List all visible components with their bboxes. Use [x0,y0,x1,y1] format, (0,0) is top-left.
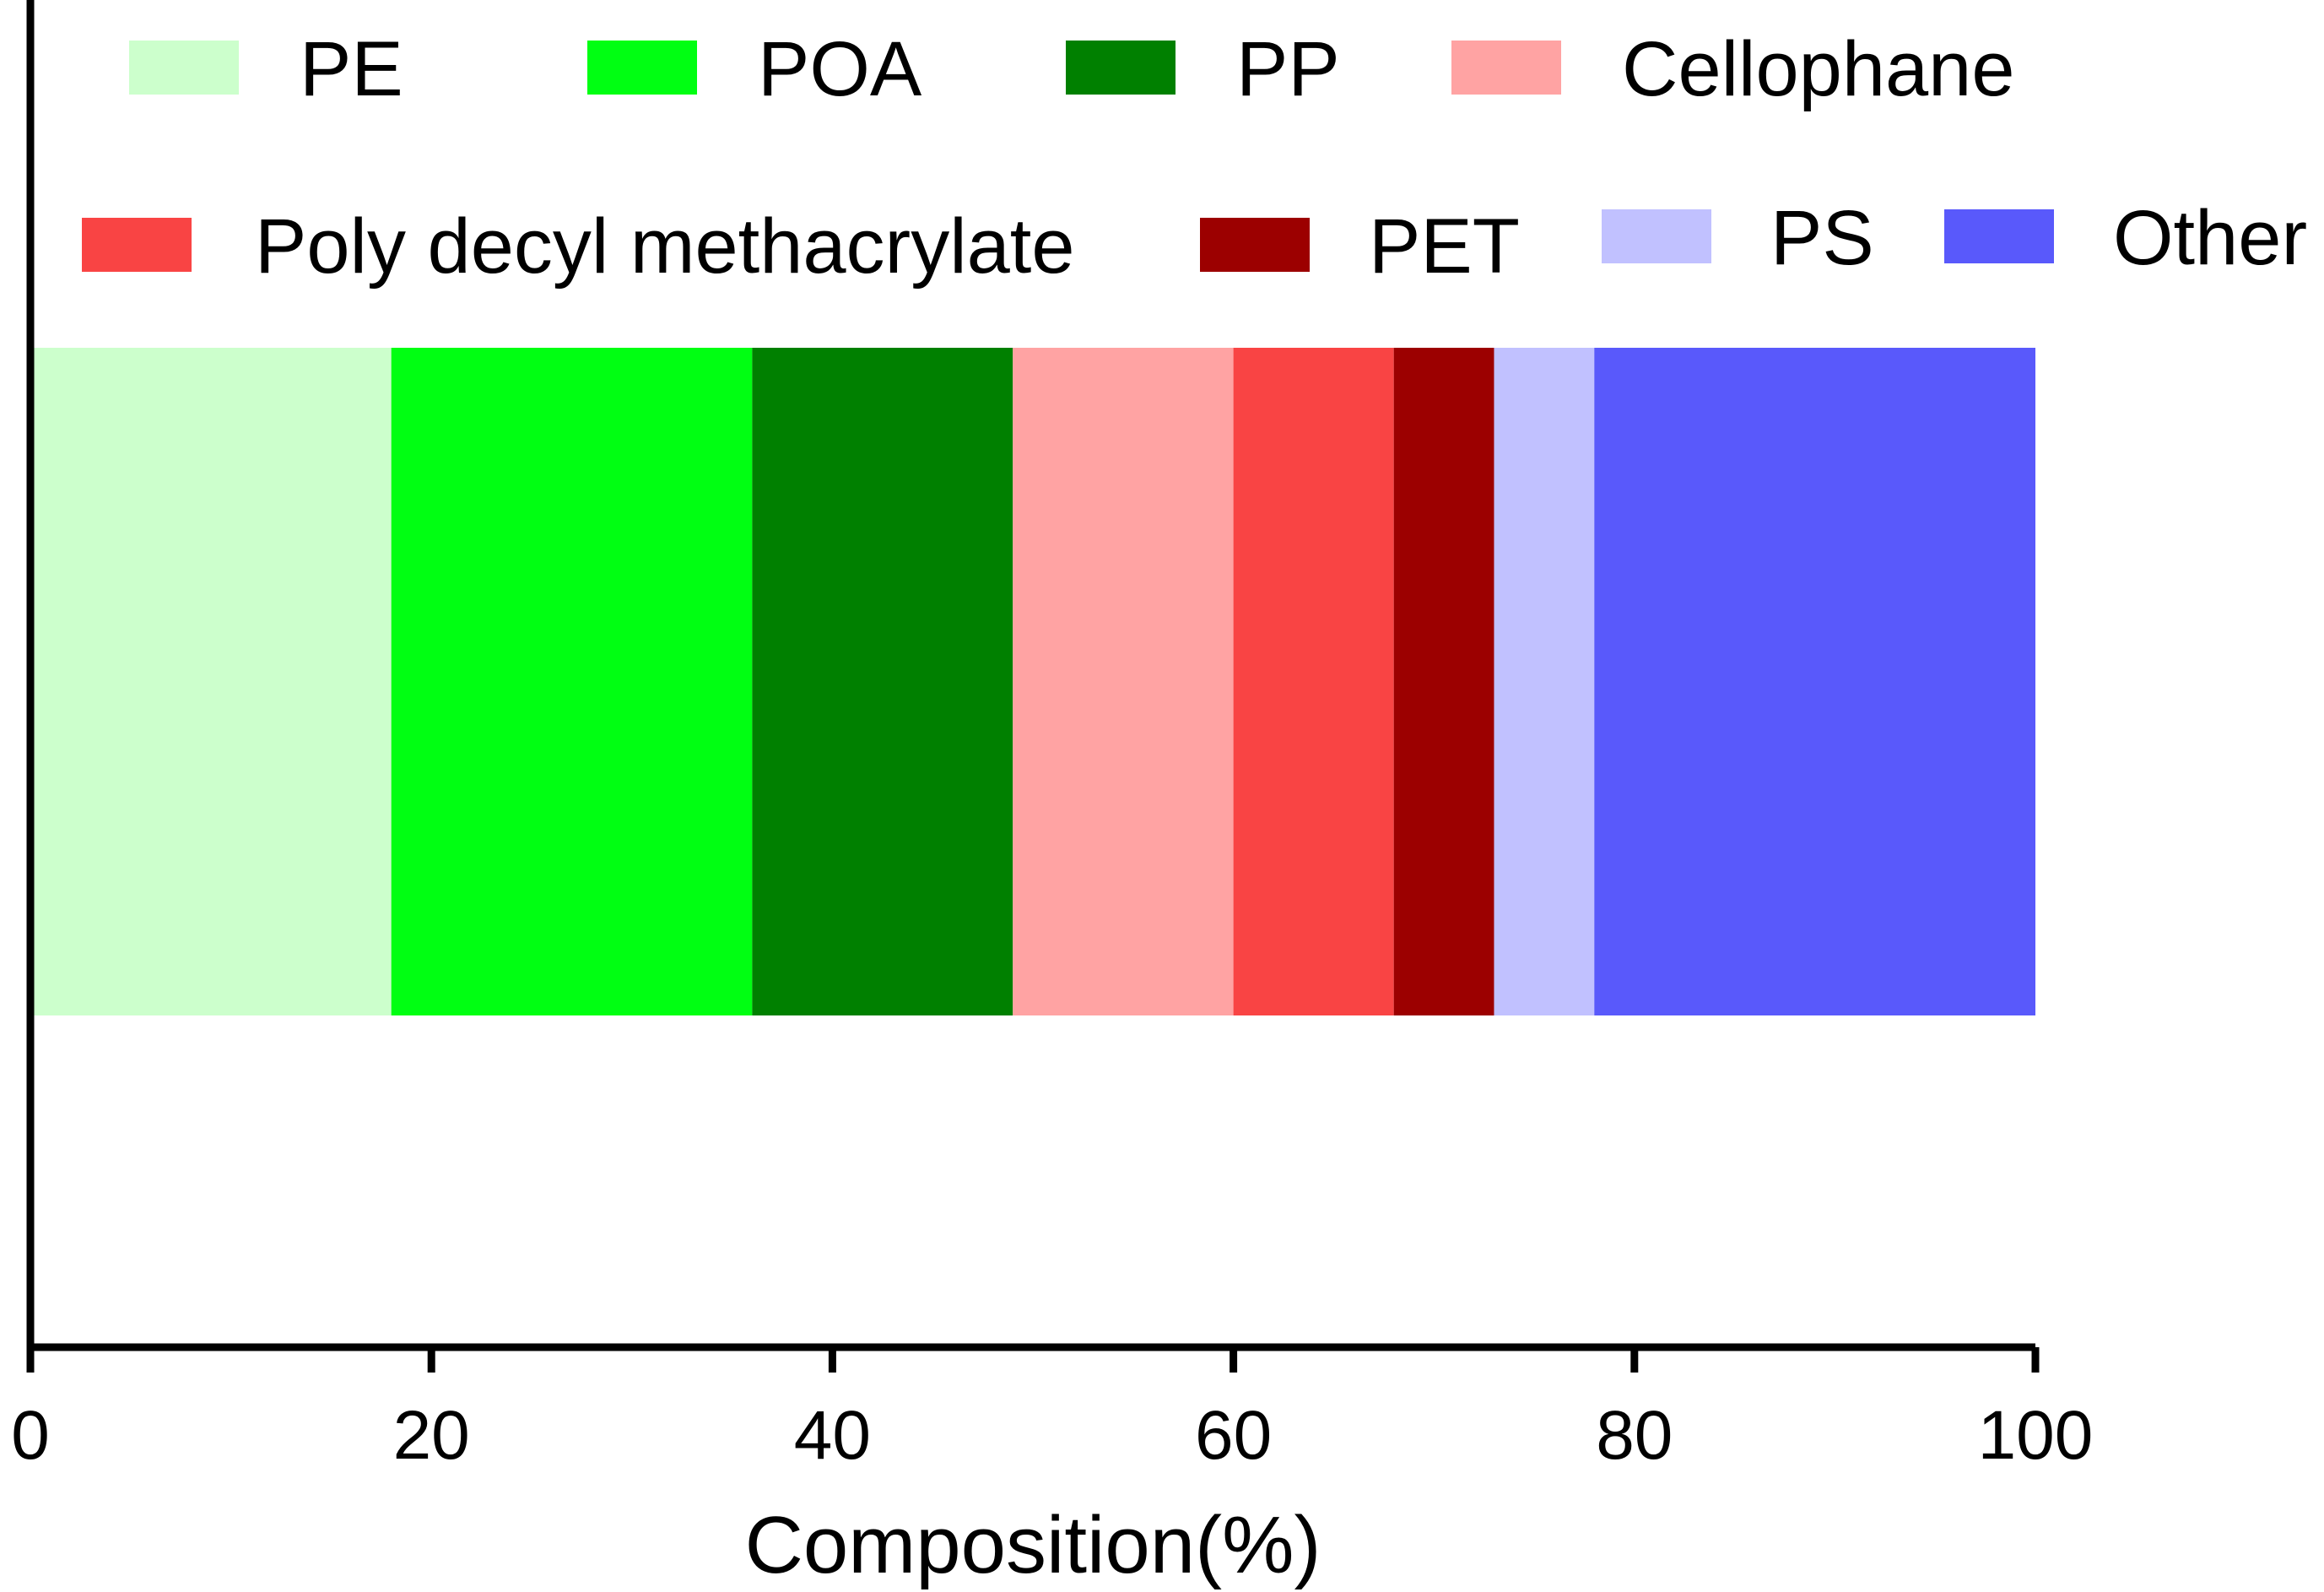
legend-item-pet: PET [1200,203,1520,290]
bar-segment-poa [391,348,753,1015]
legend-label-pp: PP [1236,26,1340,112]
bar-segment-poly-decyl-methacrylate [1233,348,1394,1015]
legend-item-pe: PE [129,26,403,112]
x-tick-label: 20 [393,1397,470,1474]
legend-label-ps: PS [1770,195,1874,281]
legend-swatch-poa [587,41,697,95]
legend-label-pet: PET [1369,203,1520,290]
legend-label-poly-decyl-methacrylate: Poly decyl methacrylate [255,203,1075,290]
bar-segment-other [1594,348,2035,1015]
legend-item-poa: POA [587,26,922,112]
legend-swatch-pp [1066,41,1176,95]
legend-item-cellophane: Cellophane [1451,26,2014,112]
bar-segment-pet [1393,348,1494,1015]
legend-label-pe: PE [300,26,403,112]
x-tick-label: 0 [11,1397,50,1474]
legend-item-ps: PS [1602,195,1874,281]
bar-segment-cellophane [1013,348,1234,1015]
legend-swatch-pe [129,41,239,95]
x-tick-label: 40 [794,1397,871,1474]
x-tick-label: 100 [1978,1397,2094,1474]
x-tick-label: 80 [1596,1397,1673,1474]
legend-item-poly-decyl-methacrylate: Poly decyl methacrylate [82,203,1075,290]
legend-item-pp: PP [1066,26,1340,112]
legend-swatch-poly-decyl-methacrylate [82,218,192,272]
x-tick-label: 60 [1195,1397,1272,1474]
bar-segment-ps [1494,348,1595,1015]
legend-label-other: Other [2113,195,2307,281]
bar-segment-pp [752,348,1013,1015]
bar-segment-pe [30,348,392,1015]
legend-swatch-ps [1602,209,1711,263]
legend-swatch-other [1944,209,2054,263]
legend-item-other: Other [1944,195,2307,281]
legend-label-poa: POA [758,26,922,112]
x-axis-ticks: 0 20 40 60 80 100 [11,1347,2093,1474]
x-axis-title: Composition(%) [745,1500,1321,1590]
legend: PE POA PP Cellophane Poly decyl methacry… [82,26,2307,290]
legend-swatch-cellophane [1451,41,1561,95]
legend-label-cellophane: Cellophane [1622,26,2014,112]
legend-swatch-pet [1200,218,1310,272]
bar-segments [30,348,2035,1015]
